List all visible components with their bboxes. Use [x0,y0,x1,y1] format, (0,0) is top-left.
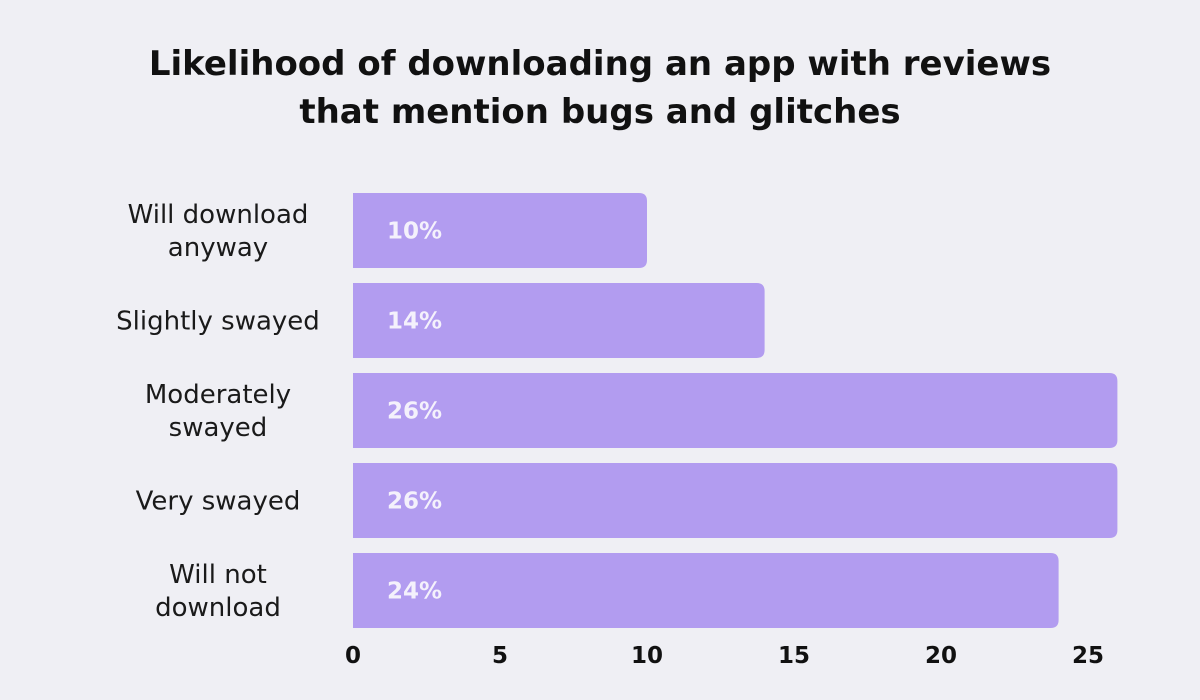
bars-group: 10% 14% 26% 26% 24% [353,193,1118,628]
bar-5 [353,553,1059,628]
x-axis-ticks-group: 0 5 10 15 20 25 [345,643,1104,669]
bar-value-label-3: 26% [387,399,442,425]
x-tick-label-15: 15 [778,643,810,669]
chart-title-line-2: that mention bugs and glitches [299,92,901,132]
bar-value-label-1: 10% [387,219,442,245]
bar-4 [353,463,1118,538]
x-tick-label-5: 5 [492,643,508,669]
bar-value-label-5: 24% [387,579,442,605]
bar-value-label-4: 26% [387,489,442,515]
chart-title-line-1: Likelihood of downloading an app with re… [148,44,1052,84]
x-tick-label-0: 0 [345,643,361,669]
bar-1 [353,193,647,268]
category-label-5-line-2: download [155,593,281,623]
chart-title: Likelihood of downloading an app with re… [0,40,1200,136]
category-label-2: Slightly swayed [116,307,320,337]
bar-2 [353,283,765,358]
category-label-3-line-2: swayed [169,413,268,443]
category-label-1-line-1: Will download [128,200,309,230]
category-label-3-line-1: Moderately [145,380,291,410]
bar-value-label-2: 14% [387,309,442,335]
x-tick-label-10: 10 [631,643,663,669]
category-label-4: Very swayed [136,487,301,517]
x-tick-label-25: 25 [1072,643,1104,669]
category-label-1-line-2: anyway [168,233,268,263]
bar-3 [353,373,1118,448]
x-tick-label-20: 20 [925,643,957,669]
category-label-5-line-1: Will not [169,560,267,590]
